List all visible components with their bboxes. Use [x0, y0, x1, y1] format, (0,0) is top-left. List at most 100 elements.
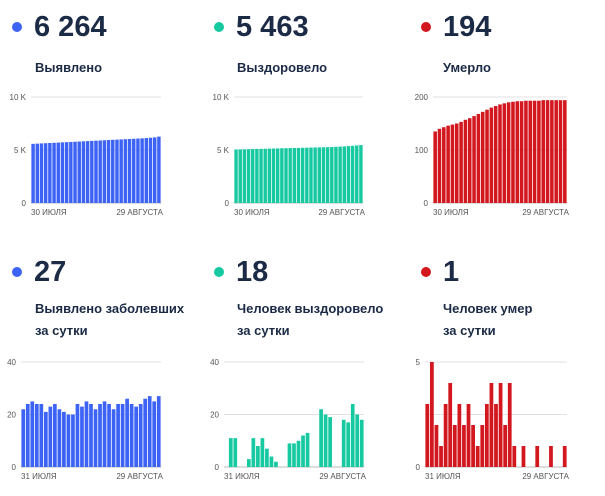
bar — [532, 100, 537, 203]
bar — [475, 446, 480, 467]
y-tick-label: 5 K — [217, 146, 230, 155]
bar — [89, 404, 93, 467]
bar — [554, 100, 558, 203]
bar — [263, 148, 267, 203]
bar — [515, 101, 520, 203]
bar — [120, 404, 125, 467]
bar — [251, 149, 255, 203]
bar — [563, 100, 567, 203]
bar — [80, 406, 84, 467]
bar — [246, 149, 251, 203]
bar — [35, 143, 40, 203]
bar — [259, 148, 263, 203]
bar — [62, 411, 66, 468]
bar-chart-deaths-daily: 5 0 31 ИЮЛЯ 29 АВГУСТА — [416, 358, 570, 481]
bar — [60, 142, 65, 203]
x-tick-label-end: 29 АВГУСТА — [116, 472, 163, 481]
bar — [549, 446, 553, 467]
stat-label: Выздоровело — [237, 57, 327, 79]
x-tick-label-start: 31 ИЮЛЯ — [224, 472, 260, 481]
bar — [442, 127, 446, 203]
bar — [425, 404, 430, 467]
bar — [321, 147, 326, 203]
bar — [528, 100, 533, 203]
y-tick-label: 200 — [415, 93, 429, 102]
bar — [512, 446, 517, 467]
bar — [284, 148, 288, 203]
bar — [485, 109, 489, 203]
bar — [450, 124, 455, 203]
bar — [265, 448, 269, 468]
x-tick-label-start: 31 ИЮЛЯ — [21, 472, 57, 481]
bar — [39, 143, 44, 203]
stat-label-line: Умерло — [443, 60, 491, 75]
bar — [260, 438, 265, 468]
stat-label: Умерло — [443, 57, 491, 79]
bar — [267, 148, 272, 203]
stat-label: Выявлено заболевших за сутки — [35, 298, 184, 342]
bar — [537, 100, 541, 203]
bar — [102, 140, 107, 203]
x-tick-label-end: 29 АВГУСТА — [522, 208, 569, 217]
bar — [69, 141, 73, 203]
bar — [81, 141, 86, 203]
bar — [466, 404, 471, 467]
y-tick-label: 0 — [12, 463, 17, 472]
y-tick-label: 0 — [22, 199, 27, 208]
stat-value: 194 — [443, 11, 492, 43]
y-tick-label: 5 K — [14, 146, 27, 155]
stat-label-line: Человек выздоровело — [237, 301, 384, 316]
bar — [355, 145, 359, 203]
bar — [434, 425, 439, 467]
stat-label-line: за сутки — [35, 323, 88, 338]
legend-dot — [12, 22, 22, 32]
bar — [494, 404, 498, 467]
bar — [134, 406, 139, 467]
bar — [342, 146, 346, 203]
stat-label-line: Выявлено заболевших — [35, 301, 185, 316]
bar — [301, 435, 305, 467]
bar — [43, 143, 48, 203]
y-tick-label: 0 — [424, 199, 429, 208]
stat-label-line: Выздоровело — [237, 60, 328, 75]
bar-chart-deaths-total: 200 100 0 30 ИЮЛЯ 29 АВГУСТА — [415, 93, 570, 217]
x-tick-label-end: 29 АВГУСТА — [319, 472, 366, 481]
bar — [346, 422, 351, 468]
bar — [85, 141, 90, 203]
bar — [448, 383, 453, 467]
x-tick-label-end: 29 АВГУСТА — [318, 208, 365, 217]
bar — [535, 446, 540, 467]
bar — [98, 140, 102, 203]
legend-dot — [421, 267, 431, 277]
bar — [125, 398, 129, 467]
bar — [66, 414, 71, 467]
bar — [119, 139, 123, 203]
bar — [292, 147, 297, 203]
bar — [292, 443, 296, 468]
bar — [309, 147, 313, 203]
bar — [319, 409, 323, 467]
bar — [143, 398, 148, 467]
bar — [157, 136, 161, 203]
stat-value: 5 463 — [236, 11, 309, 43]
bar — [30, 401, 35, 468]
bar — [346, 146, 351, 203]
bar — [446, 125, 450, 203]
panel-deaths-daily: 1 Человек умер за сутки — [400, 250, 605, 496]
bar — [502, 103, 507, 203]
bar — [433, 131, 437, 203]
bar — [242, 149, 247, 203]
bar — [296, 440, 301, 467]
bar — [280, 148, 284, 203]
y-tick-label: 0 — [225, 199, 230, 208]
bar — [136, 138, 140, 203]
bar — [48, 406, 53, 467]
bar — [129, 404, 134, 467]
y-tick-label: 40 — [210, 358, 219, 367]
y-tick-label: 20 — [7, 411, 16, 420]
stat-label: Выявлено — [35, 57, 102, 79]
bar — [359, 419, 364, 467]
bar — [102, 401, 107, 468]
y-tick-label: 10 K — [10, 93, 27, 102]
y-tick-label: 5 — [416, 358, 421, 367]
